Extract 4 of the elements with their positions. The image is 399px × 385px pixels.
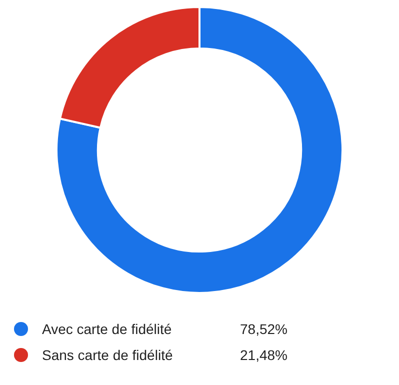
legend-label: Avec carte de fidélité — [42, 321, 173, 337]
legend-label: Sans carte de fidélité — [42, 347, 174, 363]
data-label: 78,52% — [240, 321, 288, 337]
data-label: 21,48% — [240, 347, 288, 363]
